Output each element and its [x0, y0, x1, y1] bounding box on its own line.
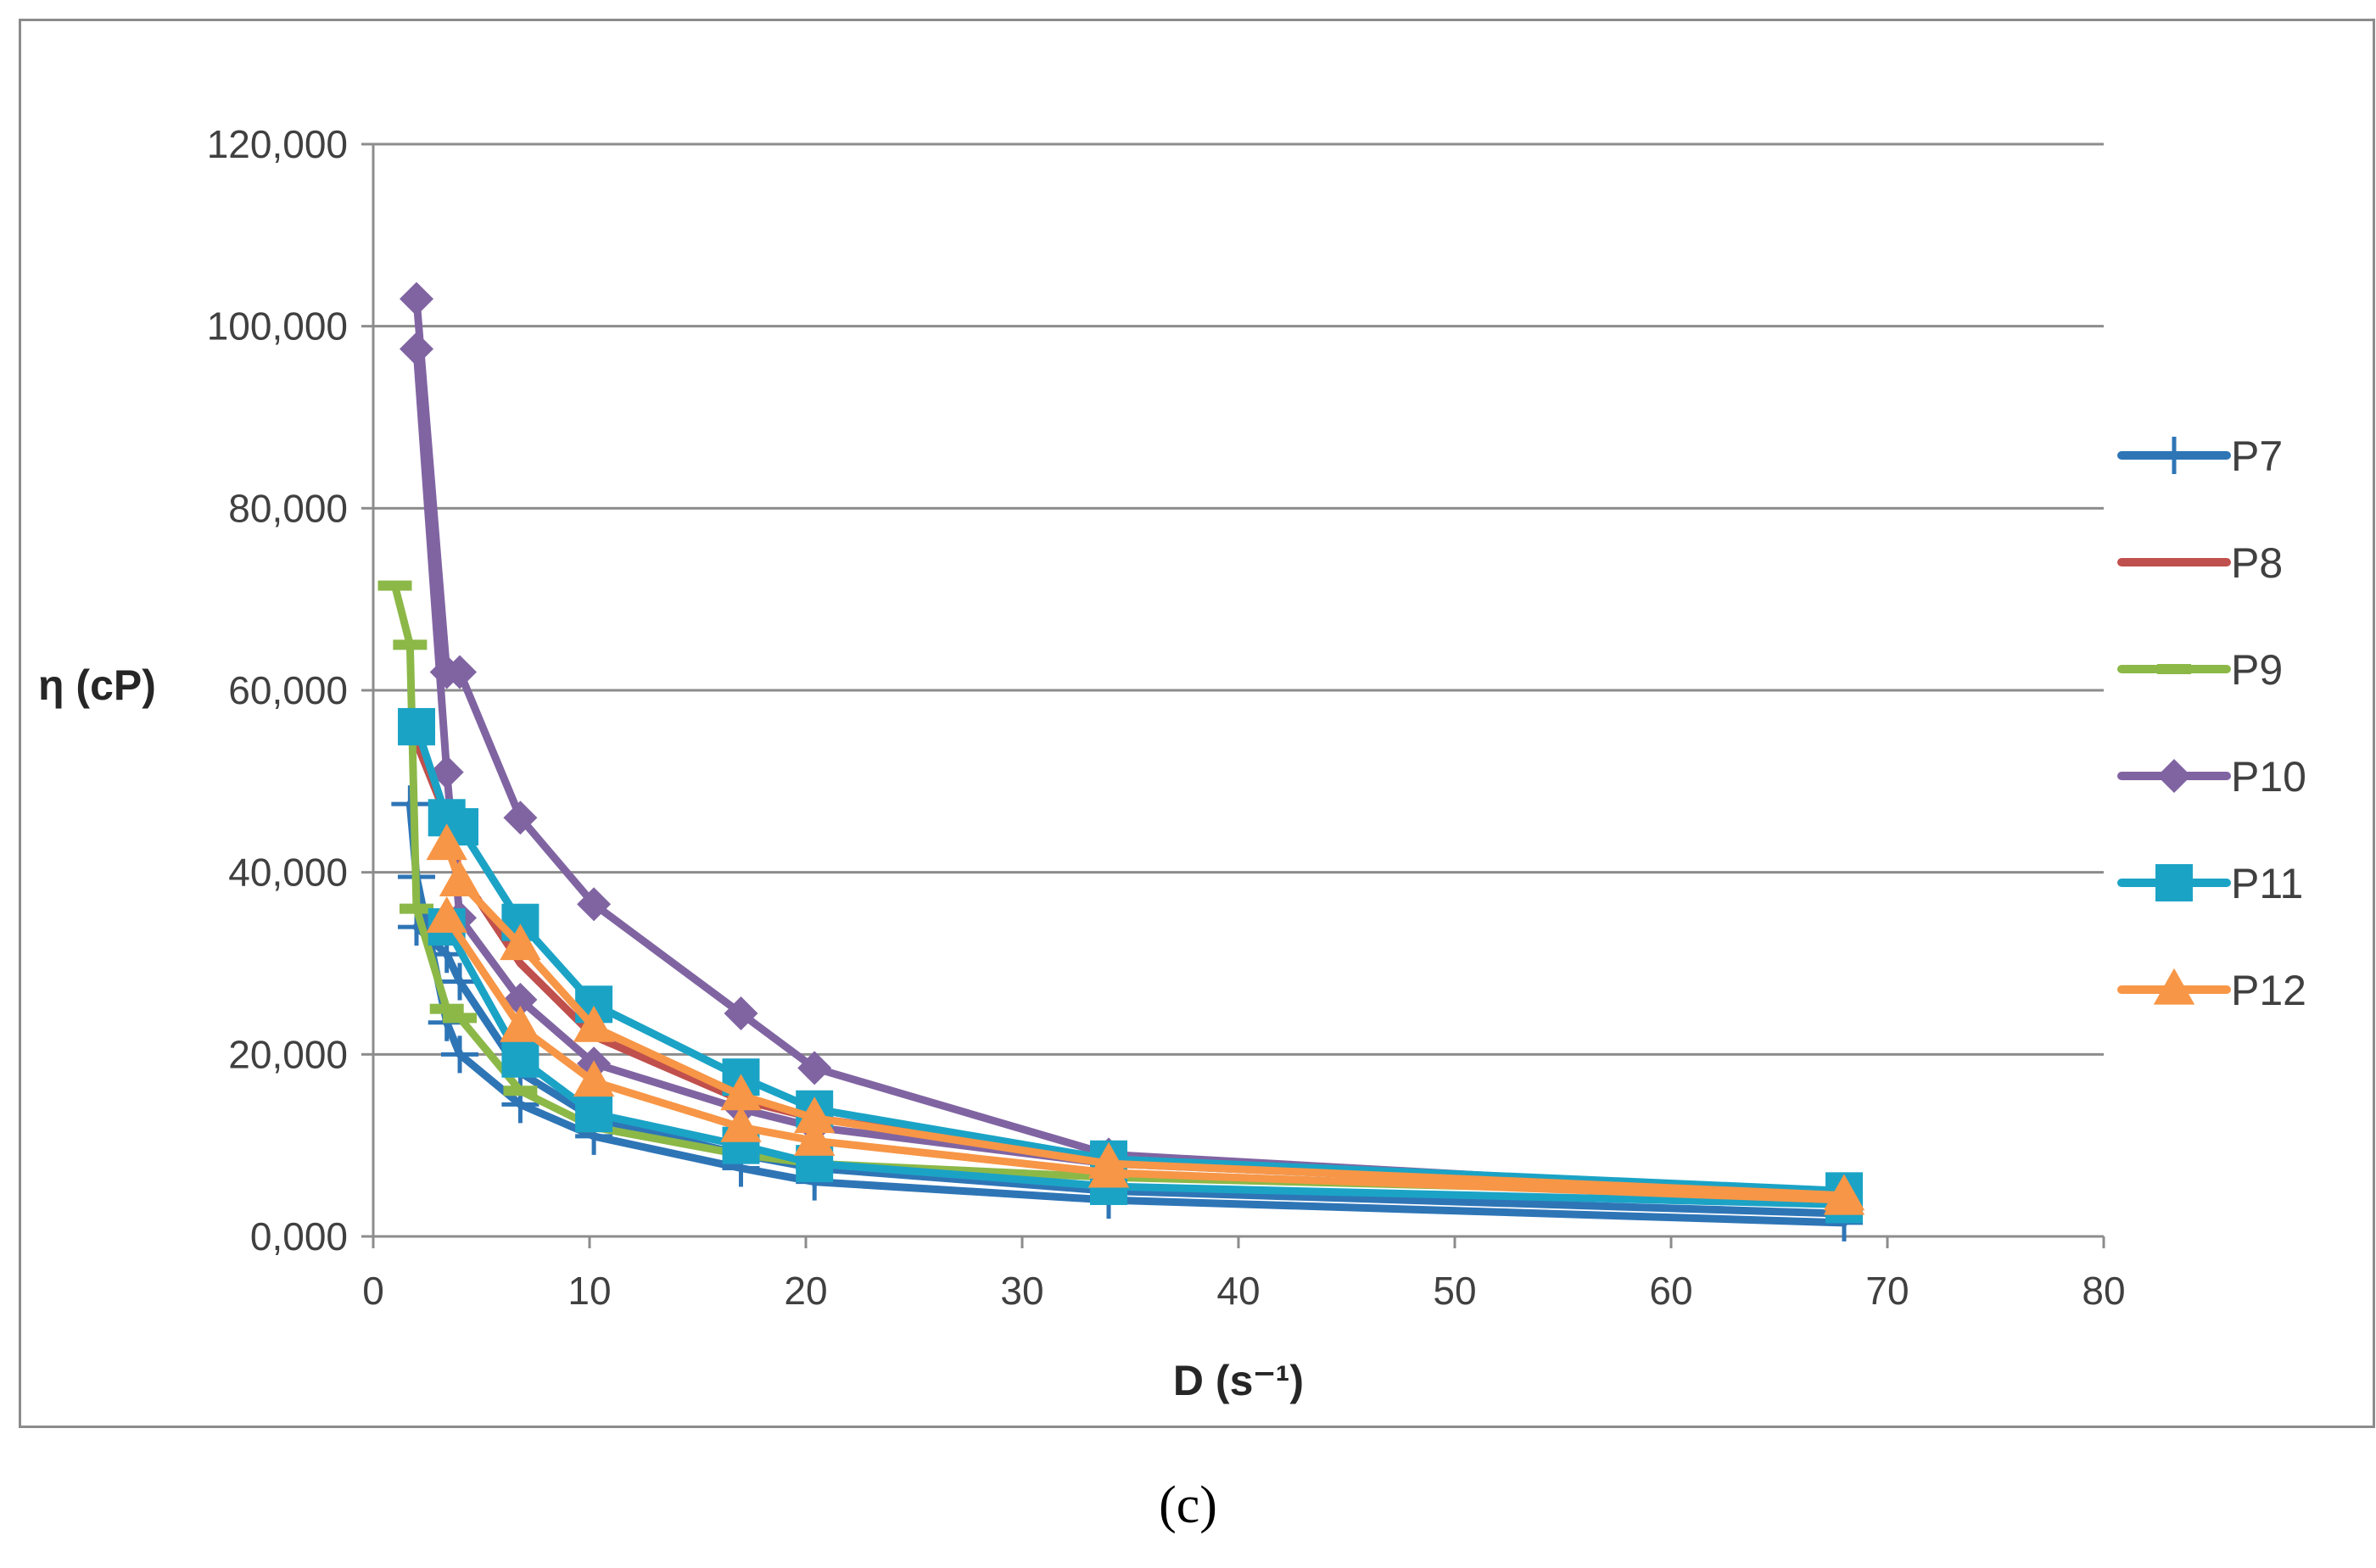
data-point	[426, 823, 467, 861]
data-point	[426, 896, 467, 933]
legend-label: P8	[2231, 539, 2283, 587]
data-point	[429, 1003, 464, 1014]
x-tick-label: 70	[1865, 1269, 1909, 1313]
y-axis-title: η (cP)	[38, 661, 156, 709]
data-point	[443, 655, 477, 689]
data-point	[794, 1096, 836, 1134]
x-tick-label: 10	[567, 1269, 611, 1313]
data-point	[398, 707, 435, 745]
data-point	[439, 860, 481, 896]
series-line	[412, 345, 1848, 1200]
y-tick-label: 60,000	[228, 668, 348, 712]
legend-item-p9: P9	[2117, 646, 2283, 694]
x-tick-label: 0	[362, 1269, 384, 1313]
data-point	[724, 996, 758, 1031]
data-point	[794, 1119, 836, 1156]
data-point	[575, 1095, 613, 1133]
x-tick-label: 30	[1000, 1269, 1043, 1313]
data-point	[500, 924, 541, 961]
data-point	[1823, 1178, 1865, 1215]
series-p12	[426, 823, 1865, 1211]
y-tick-label: 20,000	[228, 1032, 348, 1076]
series-line	[412, 294, 1848, 1200]
data-point	[400, 282, 433, 316]
legend: P7 P8 P9 P10 P11 P12	[2117, 432, 2306, 1014]
data-point	[377, 580, 412, 591]
data-point	[503, 1085, 538, 1096]
legend-label: P10	[2231, 753, 2306, 801]
viscosity-line-chart: 0,000 20,000 40,000 60,000 80,000 100,000 120,…	[38, 122, 2306, 1404]
data-point	[441, 963, 478, 1001]
data-point	[1087, 1151, 1130, 1188]
y-tick-label: 40,000	[228, 851, 348, 895]
legend-label: P7	[2231, 432, 2283, 480]
data-point	[441, 1035, 478, 1074]
data-point	[503, 801, 538, 835]
legend-swatch-marker	[2157, 759, 2191, 793]
series-p10	[400, 332, 1861, 1213]
chart-frame: 0,000 20,000 40,000 60,000 80,000 100,000 120,…	[19, 19, 2375, 1428]
legend-label: P12	[2231, 967, 2306, 1014]
x-axis-title: D (s⁻¹)	[1173, 1357, 1304, 1404]
x-tick-label: 80	[2082, 1269, 2125, 1313]
data-point	[393, 639, 428, 650]
series-line	[443, 840, 1848, 1200]
data-point	[500, 1005, 541, 1042]
legend-swatch-marker	[2157, 664, 2191, 674]
legend-label: P9	[2231, 646, 2283, 694]
data-point	[577, 887, 612, 922]
x-tick-label: 60	[1649, 1269, 1692, 1313]
legend-item-p12: P12	[2117, 967, 2306, 1014]
y-tick-label: 120,000	[207, 122, 348, 166]
data-point	[400, 332, 433, 366]
series-p12	[426, 896, 1865, 1215]
y-tick-label: 100,000	[207, 304, 348, 349]
legend-item-p10: P10	[2117, 753, 2306, 801]
x-tick-label: 40	[1216, 1269, 1260, 1313]
x-tick-label: 50	[1433, 1269, 1476, 1313]
legend-swatch-marker	[2155, 437, 2193, 474]
data-point	[720, 1105, 762, 1142]
data-point	[573, 1060, 615, 1097]
data-point	[400, 903, 433, 914]
legend-item-p8: P8	[2117, 539, 2283, 587]
data-point	[573, 1005, 615, 1042]
data-point	[501, 1040, 539, 1078]
legend-swatch-marker	[2153, 968, 2195, 1005]
legend-label: P11	[2231, 860, 2303, 907]
y-tick-label: 0,000	[250, 1214, 348, 1258]
y-tick-label: 80,000	[228, 486, 348, 530]
x-tick-label: 20	[784, 1269, 827, 1313]
data-point	[720, 1074, 762, 1111]
legend-item-p11: P11	[2117, 860, 2303, 907]
legend-swatch-marker	[2155, 864, 2193, 901]
data-point	[797, 1051, 832, 1085]
figure-caption: (c)	[1159, 1476, 1217, 1534]
data-point	[443, 1013, 477, 1024]
legend-item-p7: P7	[2117, 432, 2283, 480]
